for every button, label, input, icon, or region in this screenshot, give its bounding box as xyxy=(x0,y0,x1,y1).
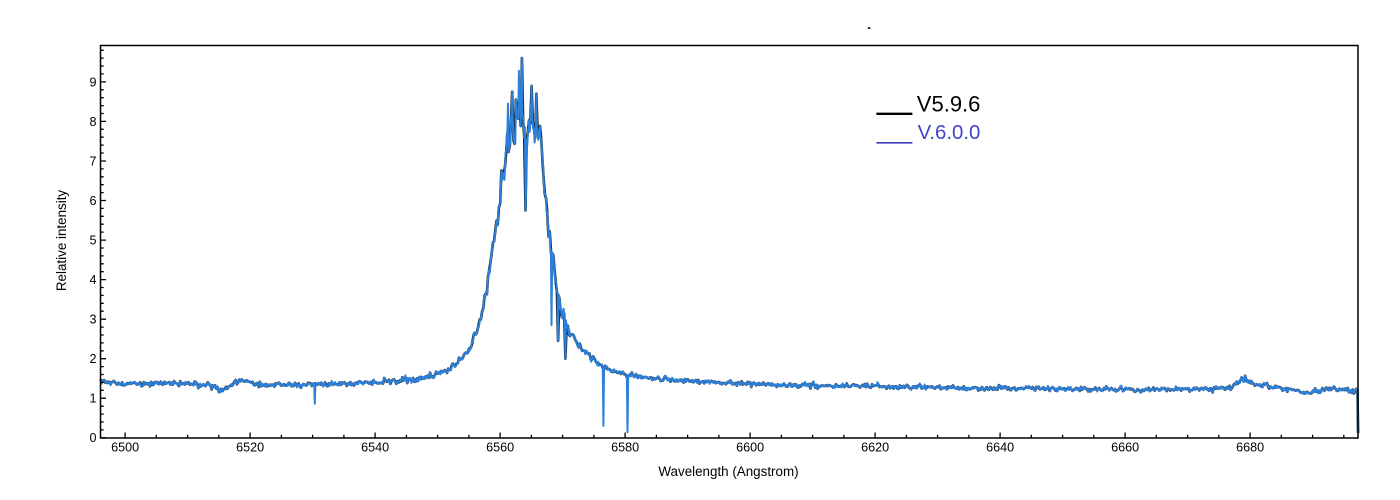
svg-text:6540: 6540 xyxy=(361,441,389,455)
svg-text:6620: 6620 xyxy=(861,441,889,455)
svg-text:V5.9.6: V5.9.6 xyxy=(917,92,981,117)
svg-text:6600: 6600 xyxy=(736,441,764,455)
svg-text:5: 5 xyxy=(89,234,96,248)
svg-text:Wavelength (Angstrom): Wavelength (Angstrom) xyxy=(658,464,798,479)
svg-text:6660: 6660 xyxy=(1111,441,1139,455)
svg-text:3: 3 xyxy=(89,313,96,327)
svg-text:4: 4 xyxy=(89,273,96,287)
svg-text:V.6.0.0: V.6.0.0 xyxy=(918,122,981,144)
svg-text:6640: 6640 xyxy=(986,441,1014,455)
svg-text:6580: 6580 xyxy=(611,441,639,455)
svg-text:6560: 6560 xyxy=(486,441,514,455)
svg-text:6520: 6520 xyxy=(236,441,264,455)
svg-text:9: 9 xyxy=(89,75,96,89)
svg-text:6500: 6500 xyxy=(111,441,139,455)
svg-text:0: 0 xyxy=(89,431,96,445)
svg-text:8: 8 xyxy=(89,115,96,129)
svg-text:Relative intensity: Relative intensity xyxy=(54,190,69,292)
svg-text:7: 7 xyxy=(89,154,96,168)
svg-text:6680: 6680 xyxy=(1236,441,1264,455)
svg-text:2: 2 xyxy=(89,352,96,366)
svg-text:1: 1 xyxy=(89,392,96,406)
svg-text:6: 6 xyxy=(89,194,96,208)
